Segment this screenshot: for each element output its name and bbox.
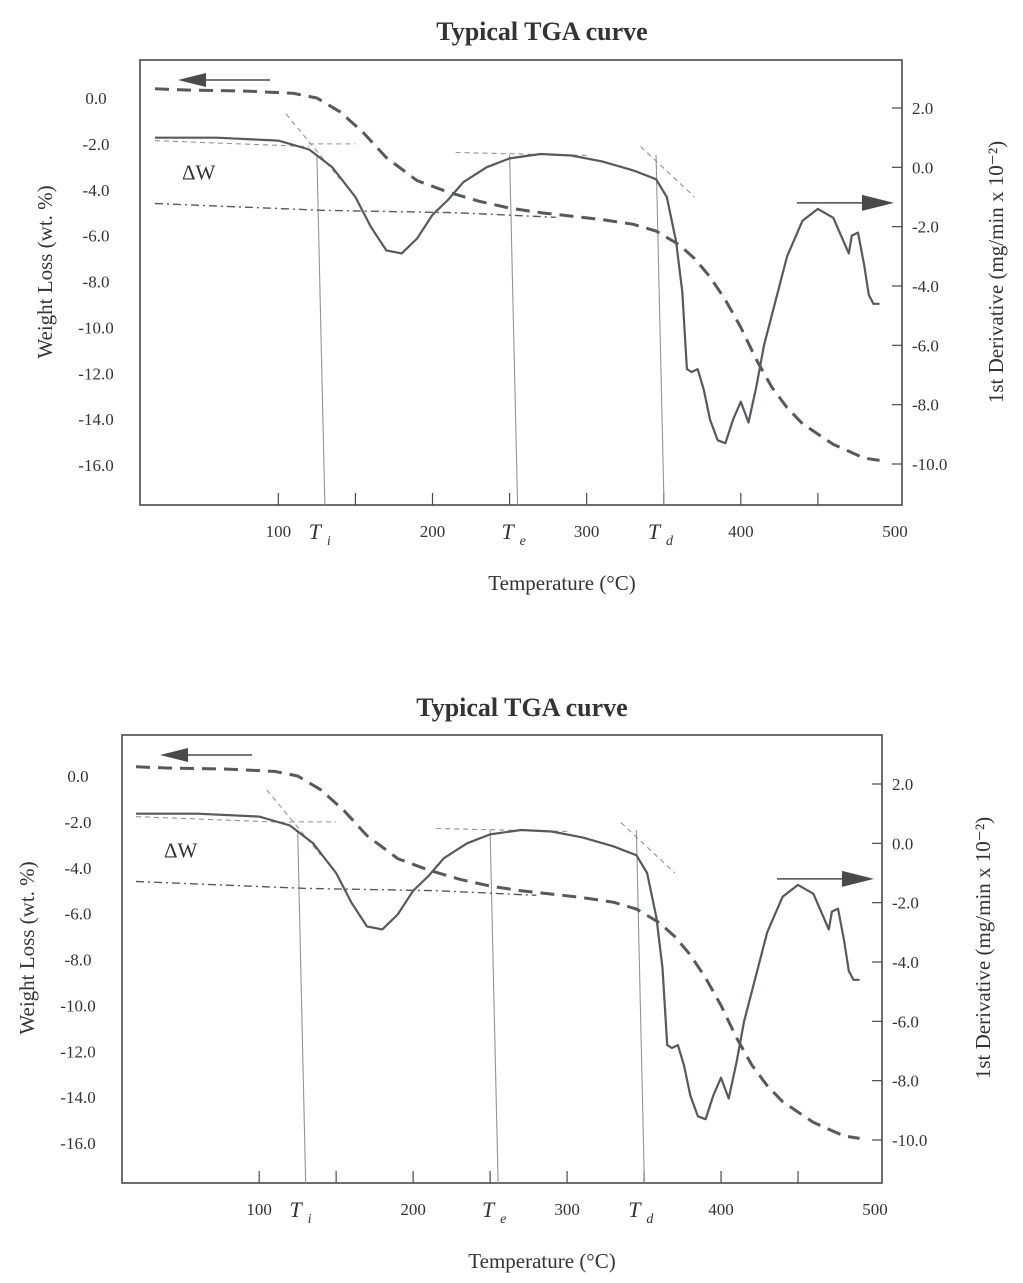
y-tick-label: -16.0 — [60, 1134, 95, 1153]
y-tick-label: 0.0 — [85, 89, 106, 108]
marker-label-e: T — [501, 519, 515, 544]
y-axis-label: Weight Loss (wt. %) — [15, 861, 39, 1034]
y-tick-label: -4.0 — [83, 181, 110, 200]
marker-sub-i: i — [308, 1212, 312, 1227]
chart-title: Typical TGA curve — [436, 17, 647, 46]
y-tick-label: -16.0 — [78, 456, 113, 475]
delta-w-label: ΔW — [164, 839, 198, 863]
x-tick-label: 400 — [708, 1200, 734, 1219]
marker-sub-i: i — [327, 534, 331, 549]
y-tick-label: -2.0 — [83, 135, 110, 154]
marker-line-d — [635, 829, 645, 1184]
tangent-line — [640, 146, 695, 198]
x-tick-label: 100 — [266, 522, 292, 541]
marker-sub-e: e — [500, 1212, 506, 1227]
y2-tick-label: -8.0 — [912, 396, 939, 415]
baseline-dashdot — [135, 880, 537, 896]
tangent-line — [266, 789, 322, 856]
y-axis-label: Weight Loss (wt. %) — [33, 185, 57, 358]
y2-tick-label: -2.0 — [912, 218, 939, 237]
x-tick-label: 500 — [882, 522, 908, 541]
plot-frame — [139, 59, 903, 506]
y2-axis-label: 1st Derivative (mg/min x 10⁻²) — [984, 141, 1008, 403]
marker-sub-d: d — [646, 1212, 654, 1227]
y2-tick-label: -6.0 — [912, 336, 939, 355]
y2-tick-label: 0.0 — [892, 834, 913, 853]
tga-chart-1: Typical TGA curve 100 200 300 400 500 0.0 -2.0 -… — [33, 17, 1008, 595]
derivative-curve — [155, 136, 880, 445]
y-tick-label: -8.0 — [65, 951, 92, 970]
y-tick-label: -10.0 — [78, 318, 113, 337]
y2-tick-label: 0.0 — [912, 158, 933, 177]
y-tick-label: -14.0 — [78, 410, 113, 429]
y-tick-label: -8.0 — [83, 273, 110, 292]
tangent-line — [285, 113, 341, 180]
x-tick-label: 100 — [246, 1200, 272, 1219]
marker-label-i: T — [290, 1197, 304, 1222]
y-tick-label: -10.0 — [60, 996, 95, 1015]
x-axis-label: Temperature (°C) — [468, 1249, 615, 1273]
left-arrow-icon — [178, 73, 206, 87]
y-tick-label: -12.0 — [78, 364, 113, 383]
x-tick-label: 300 — [574, 522, 600, 541]
x-tick-label: 200 — [400, 1200, 426, 1219]
marker-label-d: T — [648, 519, 662, 544]
marker-line-e — [509, 154, 519, 506]
y2-tick-label: -8.0 — [892, 1072, 919, 1091]
right-arrow-icon — [862, 194, 894, 211]
chart-title: Typical TGA curve — [416, 693, 627, 722]
y-tick-label: -14.0 — [60, 1088, 95, 1107]
baseline-dashdot — [154, 202, 556, 218]
derivative-curve — [136, 812, 860, 1121]
y2-tick-label: -4.0 — [892, 953, 919, 972]
weight-loss-curve — [154, 87, 880, 462]
y2-tick-label: -10.0 — [912, 455, 947, 474]
y-tick-label: -2.0 — [65, 813, 92, 832]
marker-label-e: T — [482, 1197, 496, 1222]
x-tick-label: 200 — [420, 522, 446, 541]
marker-label-d: T — [628, 1197, 642, 1222]
y-tick-label: -6.0 — [83, 227, 110, 246]
tga-chart-2: Typical TGA curve 100 200 300 400 500 0.0 -2.0 -… — [15, 693, 995, 1273]
x-tick-label: 400 — [728, 522, 754, 541]
right-arrow-icon — [842, 870, 874, 887]
x-tick-label: 500 — [862, 1200, 888, 1219]
marker-line-d — [655, 154, 665, 506]
left-arrow-icon — [160, 748, 188, 762]
x-tick-label: 300 — [554, 1200, 580, 1219]
marker-sub-d: d — [666, 534, 674, 549]
y2-axis-label: 1st Derivative (mg/min x 10⁻²) — [971, 817, 995, 1079]
marker-line-e — [489, 829, 499, 1184]
marker-line-i — [297, 829, 307, 1184]
tangent-line — [620, 822, 676, 874]
y2-tick-label: -10.0 — [892, 1131, 927, 1150]
y2-tick-label: -6.0 — [892, 1012, 919, 1031]
y-tick-label: -4.0 — [65, 859, 92, 878]
delta-w-label: ΔW — [182, 161, 216, 185]
y2-tick-label: 2.0 — [892, 775, 913, 794]
marker-line-i — [316, 154, 326, 506]
plot-frame — [121, 734, 883, 1184]
tangent-line — [135, 816, 290, 824]
y2-tick-label: 2.0 — [912, 99, 933, 118]
marker-sub-e: e — [520, 534, 526, 549]
y-tick-label: 0.0 — [67, 767, 88, 786]
y-tick-label: -6.0 — [65, 905, 92, 924]
tangent-line — [154, 140, 310, 148]
y2-tick-label: -2.0 — [892, 894, 919, 913]
marker-label-i: T — [309, 519, 323, 544]
weight-loss-curve — [135, 765, 860, 1140]
y-tick-label: -12.0 — [60, 1042, 95, 1061]
y2-tick-label: -4.0 — [912, 277, 939, 296]
x-axis-label: Temperature (°C) — [488, 571, 635, 595]
